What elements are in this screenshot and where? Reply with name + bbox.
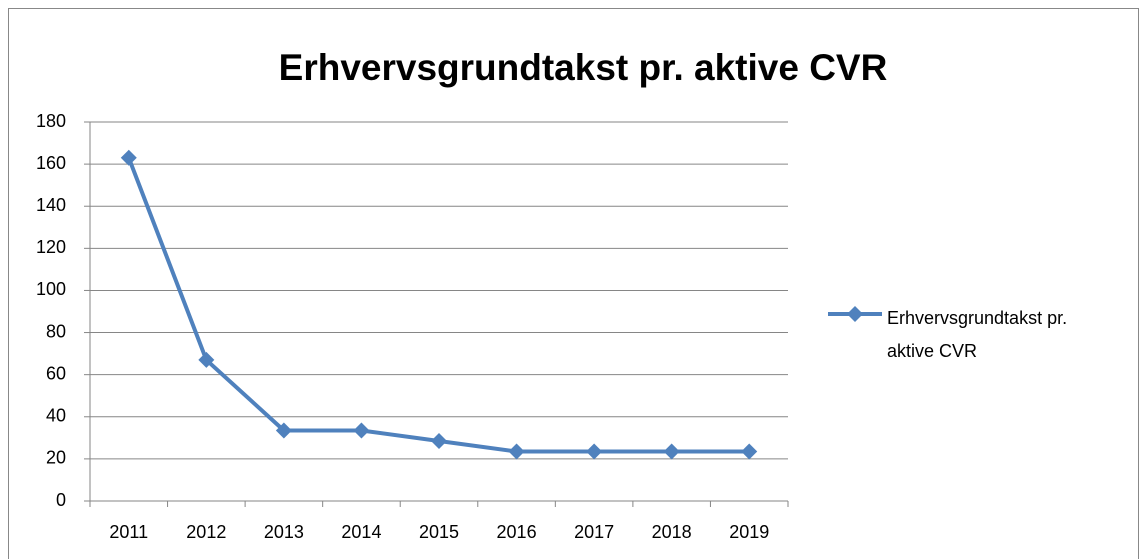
x-tick-label: 2011 <box>109 522 148 542</box>
x-tick-label: 2017 <box>574 522 614 542</box>
data-point <box>586 443 603 460</box>
x-tick-label: 2018 <box>652 522 692 542</box>
data-point <box>663 443 680 460</box>
y-tick-label: 140 <box>36 195 66 215</box>
y-tick-label: 180 <box>36 111 66 131</box>
x-tick-label: 2014 <box>341 522 381 542</box>
data-point <box>508 443 525 460</box>
chart-title: Erhvervsgrundtakst pr. aktive CVR <box>279 47 888 88</box>
y-tick-label: 20 <box>46 448 66 468</box>
y-tick-label: 100 <box>36 279 66 299</box>
x-tick-label: 2015 <box>419 522 459 542</box>
y-tick-label: 60 <box>46 363 66 383</box>
y-tick-label: 120 <box>36 237 66 257</box>
legend-label: Erhvervsgrundtakst pr. aktive CVR <box>887 308 1068 361</box>
chart-border <box>8 8 1139 559</box>
y-tick-label: 40 <box>46 406 66 426</box>
data-point <box>120 149 137 166</box>
data-point <box>198 351 215 368</box>
y-tick-label: 80 <box>46 321 66 341</box>
x-tick-label: 2019 <box>729 522 769 542</box>
data-point <box>275 422 292 439</box>
y-tick-label: 0 <box>56 490 66 510</box>
x-tick-label: 2013 <box>264 522 304 542</box>
data-point <box>431 432 447 449</box>
data-point <box>741 443 758 460</box>
legend-marker <box>847 306 863 322</box>
x-tick-label: 2016 <box>497 522 537 542</box>
x-tick-label: 2012 <box>186 522 226 542</box>
data-point <box>353 422 370 439</box>
y-tick-label: 160 <box>36 153 66 173</box>
